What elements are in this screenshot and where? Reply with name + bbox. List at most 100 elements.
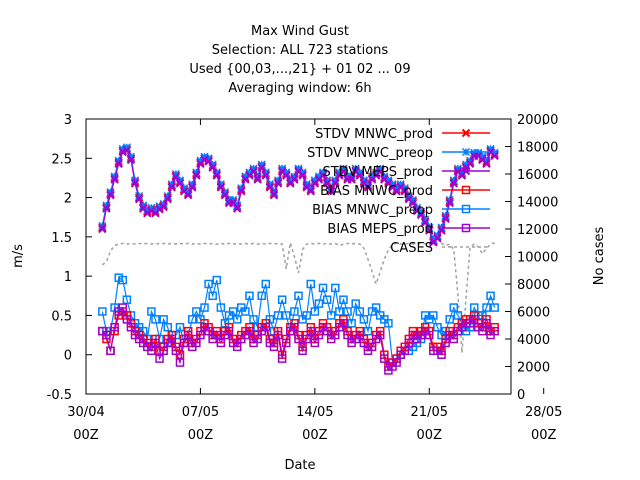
data-point [290,307,299,316]
legend-entry: BIAS MEPS_prod [327,222,490,237]
data-point [331,176,340,185]
data-point [102,204,111,213]
data-point [237,184,246,193]
data-point [449,179,458,188]
data-point [183,330,193,340]
data-point [306,184,315,193]
x-tick-label-time: 00Z [302,428,328,443]
data-point [175,179,185,188]
data-point [126,322,136,332]
data-point [441,338,450,348]
data-point [118,303,128,312]
data-point [237,187,246,196]
data-point [135,191,144,201]
data-point [425,330,434,340]
data-point [371,303,381,312]
data-point [261,171,271,180]
y-tick-label: 3 [64,113,72,128]
series-line [101,146,496,241]
data-point [445,198,454,208]
data-point [372,168,381,177]
data-point [417,207,426,216]
data-point [212,275,222,285]
data-point [155,202,164,211]
data-point [445,315,454,324]
data-point [388,180,397,189]
data-point [457,168,466,177]
data-point [224,195,234,204]
series-stdv-mnwc-preop [98,143,499,244]
data-point [478,152,487,161]
data-point [437,350,446,359]
data-point [249,315,258,324]
data-point [380,354,389,363]
data-point [465,159,475,168]
data-point [196,156,205,165]
legend-label: BIAS MEPS_prod [327,222,433,237]
legend-marker [461,166,471,176]
data-point [208,163,217,172]
data-point [470,148,479,157]
data-point [318,168,328,177]
data-point [261,168,270,177]
data-point [298,171,307,180]
y-tick-label: 0.5 [51,309,72,324]
data-point [384,176,393,185]
data-point [118,275,128,285]
data-point [212,168,221,177]
data-point [306,279,316,289]
legend-entry: STDV MNWC_prod [315,127,490,142]
data-point [155,354,164,363]
data-point [482,303,491,312]
data-point [404,338,414,348]
legend-label: STDV MEPS_prod [322,165,433,180]
legend-label: STDV MNWC_prod [315,127,433,142]
data-point [290,175,299,184]
data-point [273,311,283,320]
data-point [490,326,499,336]
data-point [204,279,213,289]
data-point [204,157,213,166]
data-point [249,164,258,173]
title-line-3: Used {00,03,...,21} + 01 02 ... 09 [189,62,410,77]
data-point [392,358,401,367]
data-point [298,168,307,177]
x-axis: 30/04 00Z 07/05 00Z 14/05 00Z 21/05 00Z 28/05 00Z [67,119,562,443]
data-point [261,279,271,289]
data-point [421,215,430,224]
data-point [229,195,238,204]
data-point [216,303,226,312]
title-line-1: Max Wind Gust [251,24,349,39]
data-point [290,322,299,332]
y2-tick-label: 18000 [517,141,558,156]
y2-axis-label: No cases [592,227,607,286]
legend-entry: STDV MEPS_prod [322,165,490,180]
x-tick-label-date: 14/05 [296,405,333,420]
x-tick-label-date: 28/05 [525,405,562,420]
data-point [425,223,434,232]
series-line [101,148,496,242]
data-point [212,171,221,180]
data-point [433,231,442,240]
data-point [265,180,274,189]
title-line-2: Selection: ALL 723 stations [212,43,389,58]
data-point [469,303,479,312]
data-point [130,179,140,188]
data-point [286,176,295,185]
data-point [359,338,369,348]
series-line [101,242,495,353]
x-tick-label-time: 00Z [417,428,443,443]
data-point [151,315,160,324]
legend-label: STDV MNWC_preop [307,146,433,161]
data-point [204,154,213,163]
data-point [437,223,446,232]
data-point [441,211,450,220]
legend-marker [461,128,471,138]
data-point [171,169,180,179]
data-point [192,338,201,348]
data-point [347,319,356,328]
data-point [216,338,226,348]
data-point [449,303,459,312]
data-point [282,171,291,180]
